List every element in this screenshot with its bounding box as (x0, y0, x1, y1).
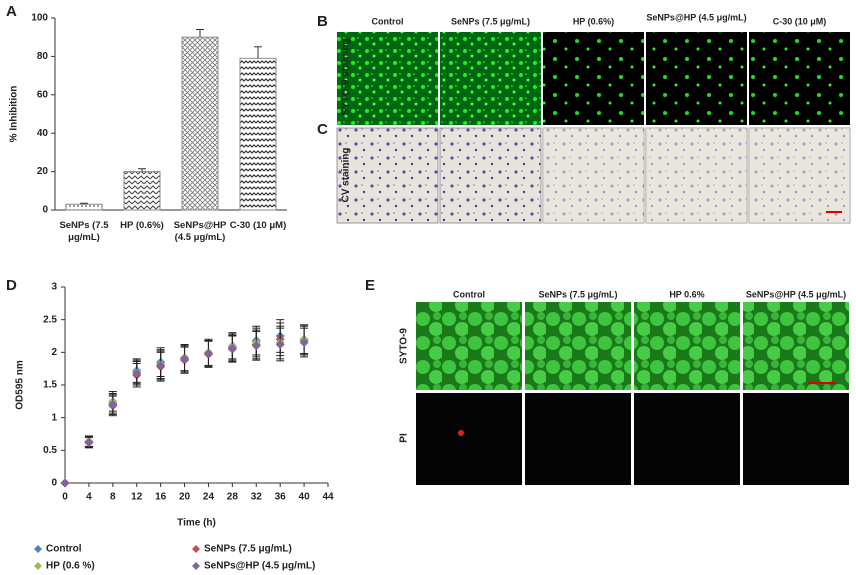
bar (123, 171, 161, 211)
micrograph-overlay (543, 128, 644, 223)
y-axis-label: % Inhibition (9, 86, 20, 143)
y-tick-label: 60 (37, 89, 49, 100)
point (84, 437, 94, 447)
x-tick-label: 4 (86, 492, 92, 503)
x-tick-label: C-30 (10 μM) (229, 220, 287, 231)
row-label: PI (399, 433, 410, 443)
x-tick-label: 8 (110, 492, 116, 503)
column-label: C-30 (10 μM) (773, 16, 827, 26)
legend-marker (192, 545, 200, 553)
micrograph-overlay (749, 128, 850, 223)
x-tick-label: HP (0.6%) (120, 220, 164, 231)
legend-label: Control (46, 544, 82, 555)
legend-label: SeNPs (7.5 μg/mL) (204, 544, 292, 555)
micrograph (416, 393, 522, 485)
y-tick-label: 0 (51, 478, 57, 489)
y-tick-label: 0 (42, 205, 48, 216)
x-tick-label: 24 (203, 492, 215, 503)
point (156, 360, 166, 370)
panel-letter: D (6, 277, 17, 294)
column-label: HP 0.6% (669, 289, 704, 299)
x-tick-label: 12 (131, 492, 143, 503)
image-panels (336, 32, 851, 485)
point (227, 343, 237, 353)
x-tick-label: 0 (62, 492, 68, 503)
micrograph (749, 32, 850, 125)
y-tick-label: 40 (37, 128, 49, 139)
legend-marker (192, 562, 200, 570)
point (251, 341, 261, 351)
x-tick-label: SeNPs@HP (4.5 μg/mL) (173, 220, 227, 243)
column-label: SeNPs@HP (4.5 μg/mL) (746, 289, 846, 299)
point (203, 349, 213, 359)
point (299, 338, 309, 348)
column-label: HP (0.6%) (573, 16, 614, 26)
bar (65, 203, 103, 211)
point (275, 339, 285, 349)
panel-letter: A (6, 3, 17, 20)
legend-label: SeNPs@HP (4.5 μg/mL) (204, 561, 315, 572)
micrograph (543, 32, 644, 125)
micrograph (337, 32, 438, 125)
column-label: Control (453, 289, 485, 299)
panel-letter: B (317, 13, 328, 30)
point (108, 400, 118, 410)
micrograph (646, 32, 747, 125)
y-tick-label: 1 (51, 412, 57, 423)
micrograph (525, 302, 631, 390)
micrograph (634, 393, 740, 485)
y-axis-label: OD595 nm (15, 360, 26, 410)
x-tick-label-text: HP (0.6%) (120, 220, 164, 231)
legend-label: HP (0.6 %) (46, 561, 95, 572)
y-tick-label: 80 (37, 51, 49, 62)
column-label: SeNPs (7.5 μg/mL) (451, 16, 530, 26)
row-label: SYTO-9 (399, 328, 410, 364)
legend-marker (34, 545, 42, 553)
x-tick-label: 28 (227, 492, 239, 503)
point (60, 478, 70, 488)
y-tick-label: 1.5 (43, 380, 57, 391)
x-tick-label-text: SeNPs@HP (4.5 μg/mL) (173, 220, 227, 243)
micrograph (416, 302, 522, 390)
micrograph-overlay (646, 128, 747, 223)
column-label: Control (372, 16, 404, 26)
y-tick-label: 20 (37, 166, 49, 177)
row-label: SYTO-9 staining (341, 38, 352, 115)
bar (239, 57, 277, 211)
y-tick-label: 100 (31, 13, 48, 24)
micrograph (525, 393, 631, 485)
y-tick-label: 0.5 (43, 445, 57, 456)
bar (181, 36, 219, 211)
y-tick-label: 3 (51, 282, 57, 293)
micrograph (336, 127, 439, 224)
x-tick-label: 20 (179, 492, 191, 503)
row-label: CV staining (341, 147, 352, 202)
y-tick-label: 2 (51, 347, 57, 358)
legend-marker (34, 562, 42, 570)
x-tick-label: 32 (251, 492, 263, 503)
x-tick-label: 36 (275, 492, 287, 503)
x-tick-label-text: C-30 (10 μM) (229, 220, 287, 231)
micrograph (440, 32, 541, 125)
x-tick-label: SeNPs (7.5 μg/mL) (59, 220, 109, 243)
column-label: SeNPs@HP (4.5 μg/mL) (646, 12, 746, 22)
panel-letter: C (317, 121, 328, 138)
x-tick-label: 44 (322, 492, 334, 503)
x-axis-label: Time (h) (177, 518, 216, 529)
point (132, 368, 142, 378)
x-tick-label-text: SeNPs (7.5 μg/mL) (59, 220, 109, 243)
point (180, 354, 190, 364)
micrograph (634, 302, 740, 390)
x-tick-label: 16 (155, 492, 167, 503)
micrograph (439, 127, 542, 224)
x-tick-label: 40 (299, 492, 311, 503)
y-tick-label: 2.5 (43, 314, 57, 325)
panel-letter: E (365, 277, 375, 294)
pi-spot (458, 430, 464, 436)
micrograph (743, 302, 849, 390)
micrograph (743, 393, 849, 485)
column-label: SeNPs (7.5 μg/mL) (538, 289, 617, 299)
